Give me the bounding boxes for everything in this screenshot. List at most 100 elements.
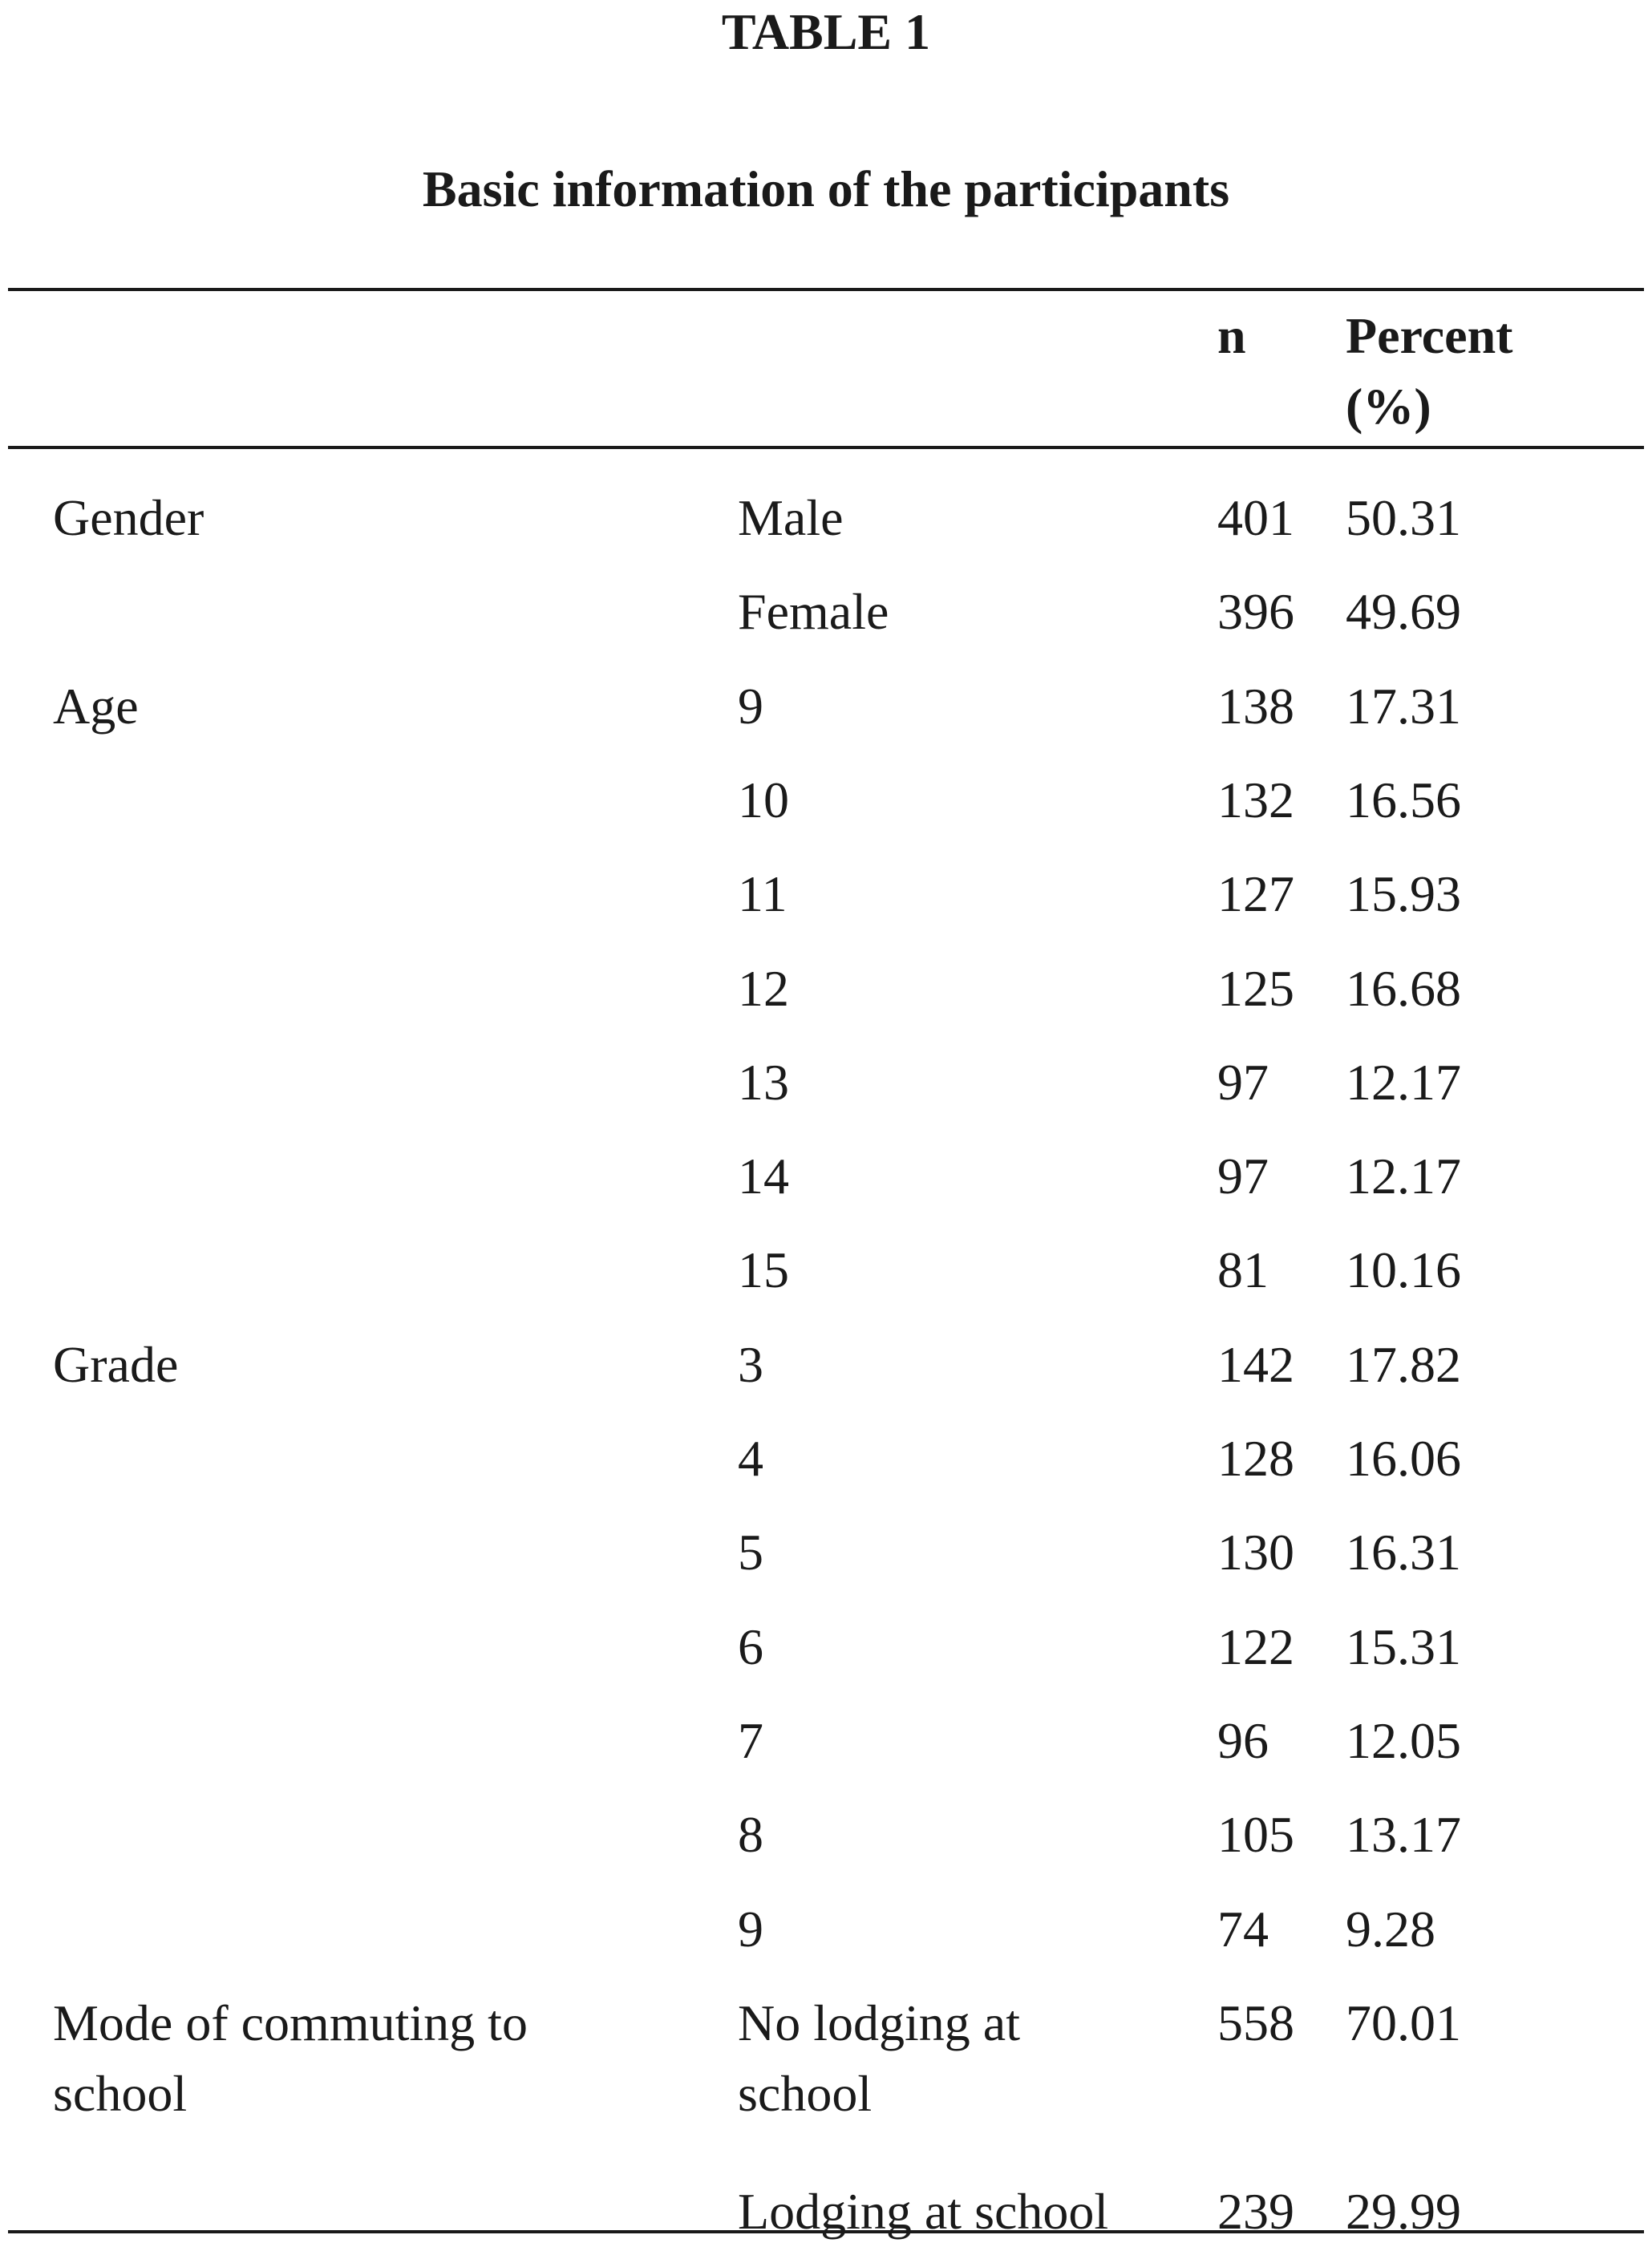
row-percent: 50.31	[1346, 489, 1461, 546]
row-category-line1: Mode of commuting to	[53, 1994, 528, 2051]
row-subcategory-line2: school	[738, 2064, 873, 2122]
row-n: 396	[1217, 583, 1294, 641]
table-row: Grade 3 142 17.82	[0, 1330, 1652, 1400]
row-subcategory: 12	[738, 953, 1187, 1024]
row-subcategory: No lodging at school	[738, 1988, 1187, 2129]
row-subcategory: Female	[738, 577, 1187, 647]
row-subcategory-line1: No lodging at	[738, 1994, 1020, 2051]
row-category-line2: school	[53, 2064, 188, 2122]
row-n: 239	[1217, 2183, 1294, 2241]
row-percent: 12.05	[1346, 1711, 1461, 1769]
row-subcategory-line1: 6	[738, 1617, 763, 1675]
row-percent: 49.69	[1346, 583, 1461, 641]
row-n: 81	[1217, 1241, 1269, 1299]
row-percent: 17.82	[1346, 1335, 1461, 1393]
row-subcategory-line1: 9	[738, 677, 763, 735]
row-percent: 29.99	[1346, 2183, 1461, 2241]
table-row: 14 97 12.17	[0, 1141, 1652, 1212]
row-category: Grade	[53, 1330, 694, 1400]
header-percent-line1: Percent	[1346, 307, 1513, 364]
row-subcategory-line1: 12	[738, 959, 789, 1017]
row-percent: 70.01	[1346, 1994, 1461, 2051]
row-subcategory-line1: 4	[738, 1430, 763, 1487]
row-subcategory: 14	[738, 1141, 1187, 1212]
row-n: 142	[1217, 1335, 1294, 1393]
table-row: Age 9 138 17.31	[0, 671, 1652, 742]
row-subcategory-line1: 14	[738, 1148, 789, 1205]
row-subcategory: 15	[738, 1235, 1187, 1306]
row-percent: 16.06	[1346, 1430, 1461, 1487]
row-subcategory: 9	[738, 671, 1187, 742]
row-subcategory-line1: Lodging at school	[738, 2183, 1109, 2241]
row-percent: 17.31	[1346, 677, 1461, 735]
row-percent: 16.31	[1346, 1524, 1461, 1581]
row-subcategory-line1: 8	[738, 1806, 763, 1864]
table-row: Mode of commuting to school No lodging at s…	[0, 1988, 1652, 2129]
row-subcategory-line1: 9	[738, 1900, 763, 1958]
row-n: 97	[1217, 1053, 1269, 1111]
row-category-line1: Gender	[53, 489, 204, 546]
top-rule	[8, 288, 1644, 291]
row-subcategory-line1: 10	[738, 771, 789, 828]
row-percent: 13.17	[1346, 1806, 1461, 1864]
row-subcategory: Lodging at school	[738, 2176, 1187, 2247]
row-n: 558	[1217, 1994, 1294, 2051]
row-subcategory: 8	[738, 1800, 1187, 1870]
table-row: 8 105 13.17	[0, 1800, 1652, 1870]
row-category: Gender	[53, 483, 694, 553]
table-row: 12 125 16.68	[0, 953, 1652, 1024]
table-row: 9 74 9.28	[0, 1894, 1652, 1965]
row-subcategory-line1: 13	[738, 1053, 789, 1111]
table-row: 4 128 16.06	[0, 1423, 1652, 1494]
row-category: Mode of commuting to school	[53, 1988, 694, 2129]
row-percent: 9.28	[1346, 1900, 1435, 1958]
header-percent: Percent (%)	[1346, 301, 1634, 442]
table-row: 15 81 10.16	[0, 1235, 1652, 1306]
row-n: 122	[1217, 1617, 1294, 1675]
row-n: 105	[1217, 1806, 1294, 1864]
row-percent: 10.16	[1346, 1241, 1461, 1299]
table-row: Female 396 49.69	[0, 577, 1652, 647]
row-percent: 12.17	[1346, 1148, 1461, 1205]
table-row: Lodging at school 239 29.99	[0, 2176, 1652, 2247]
table-row: 13 97 12.17	[0, 1047, 1652, 1118]
table-row: 5 130 16.31	[0, 1517, 1652, 1588]
row-category-line1: Grade	[53, 1335, 179, 1393]
row-subcategory: 3	[738, 1330, 1187, 1400]
row-subcategory: Male	[738, 483, 1187, 553]
row-n: 97	[1217, 1148, 1269, 1205]
row-percent: 15.93	[1346, 865, 1461, 923]
row-subcategory: 4	[738, 1423, 1187, 1494]
row-subcategory-line1: 7	[738, 1711, 763, 1769]
row-percent: 15.31	[1346, 1617, 1461, 1675]
row-subcategory: 13	[738, 1047, 1187, 1118]
header-percent-line2: (%)	[1346, 378, 1431, 435]
row-subcategory-line1: 15	[738, 1241, 789, 1299]
row-subcategory: 7	[738, 1706, 1187, 1776]
row-n: 96	[1217, 1711, 1269, 1769]
table-row: 7 96 12.05	[0, 1706, 1652, 1776]
bottom-rule	[8, 2230, 1644, 2233]
row-percent: 12.17	[1346, 1053, 1461, 1111]
row-subcategory: 6	[738, 1612, 1187, 1682]
row-subcategory-line1: Female	[738, 583, 889, 641]
row-subcategory: 11	[738, 859, 1187, 929]
row-n: 130	[1217, 1524, 1294, 1581]
row-n: 125	[1217, 959, 1294, 1017]
row-subcategory: 9	[738, 1894, 1187, 1965]
table-row: 6 122 15.31	[0, 1612, 1652, 1682]
row-percent: 16.56	[1346, 771, 1461, 828]
row-subcategory-line1: 5	[738, 1524, 763, 1581]
row-category: Age	[53, 671, 694, 742]
table-caption: Basic information of the participants	[422, 160, 1230, 217]
row-n: 127	[1217, 865, 1294, 923]
row-category-line1: Age	[53, 677, 139, 735]
header-n: n	[1217, 307, 1246, 364]
row-subcategory-line1: 11	[738, 865, 788, 923]
row-subcategory-line1: Male	[738, 489, 844, 546]
row-n: 132	[1217, 771, 1294, 828]
row-n: 128	[1217, 1430, 1294, 1487]
table-row: 10 132 16.56	[0, 765, 1652, 836]
table-row: 11 127 15.93	[0, 859, 1652, 929]
row-n: 74	[1217, 1900, 1269, 1958]
